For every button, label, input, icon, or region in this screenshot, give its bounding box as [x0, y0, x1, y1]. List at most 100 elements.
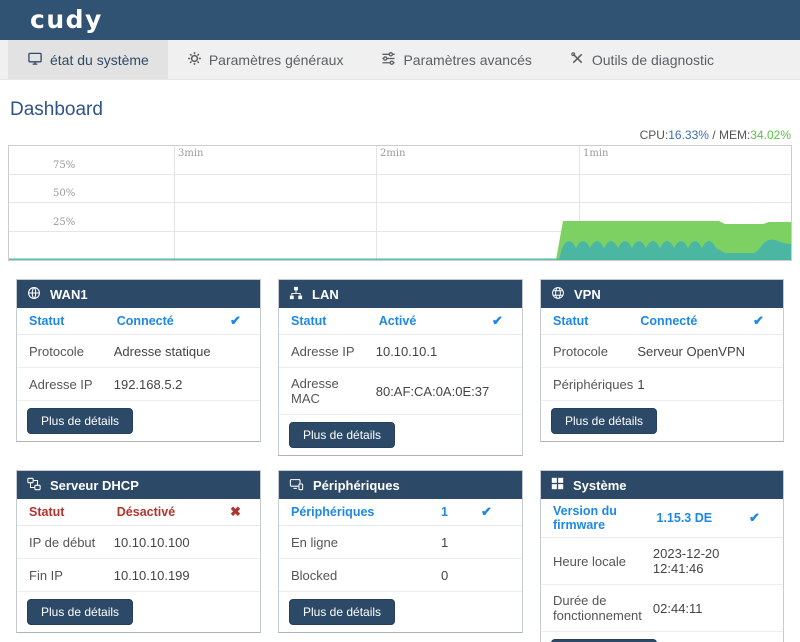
tab-label: état du système	[50, 51, 149, 68]
y-tick-50: 50%	[53, 188, 76, 199]
card-footer: Plus de détails	[279, 592, 522, 632]
gridline-3min	[174, 146, 175, 260]
gridline-2min	[376, 146, 377, 260]
table-row: Protocole Serveur OpenVPN	[541, 335, 783, 368]
check-icon: ✔	[492, 313, 503, 328]
card-devices-header: Périphériques	[279, 471, 522, 499]
status-value: Désactivé	[116, 505, 176, 519]
tab-system-status[interactable]: état du système	[8, 40, 168, 79]
card-title: Périphériques	[313, 477, 400, 493]
card-footer: Plus de détails	[279, 415, 522, 455]
system-details-button[interactable]: Plus de détails	[551, 639, 658, 642]
table-row: Fin IP 10.10.10.199	[17, 559, 260, 592]
vpn-details-button[interactable]: Plus de détails	[551, 408, 658, 434]
card-dhcp-header: Serveur DHCP	[17, 471, 260, 499]
sliders-gear-icon	[381, 51, 396, 69]
status-row: Statut Désactivé ✖	[17, 499, 260, 526]
dhcp-details-button[interactable]: Plus de détails	[27, 599, 134, 625]
globe-icon	[27, 286, 41, 303]
status-value: Connecté	[116, 314, 174, 328]
tab-label: Outils de diagnostic	[591, 51, 715, 68]
table-row: Adresse IP 10.10.10.1	[279, 335, 522, 368]
check-icon: ✔	[749, 510, 760, 525]
usage-area-series	[9, 221, 791, 260]
grid-icon	[551, 477, 564, 493]
x-tick-2min: 2min	[380, 148, 406, 159]
cpu-mem-usage-chart: 75% 50% 25% 3min 2min 1min	[8, 145, 792, 261]
status-row: Périphériques 1 ✔	[279, 499, 522, 526]
x-tick-1min: 1min	[583, 148, 609, 159]
tab-general-settings[interactable]: Paramètres généraux	[168, 40, 363, 79]
table-row: Adresse MAC 80:AF:CA:0A:0E:37	[279, 368, 522, 415]
status-label: Statut	[291, 314, 327, 328]
wan1-details-button[interactable]: Plus de détails	[27, 408, 134, 434]
cpu-mem-stats: CPU:16.33% / MEM:34.02%	[9, 128, 791, 142]
card-title: Système	[573, 477, 627, 493]
table-row: Protocole Adresse statique	[17, 335, 260, 368]
card-title: LAN	[312, 286, 339, 302]
status-value: 1	[441, 505, 448, 519]
mem-value: 34.02%	[750, 128, 791, 142]
table-row: Périphériques 1	[541, 368, 783, 401]
tab-label: Paramètres avancés	[403, 51, 532, 68]
table-row: En ligne 1	[279, 526, 522, 559]
table-row: IP de début 10.10.10.100	[17, 526, 260, 559]
gridline-50	[9, 202, 791, 203]
gridline-25	[9, 231, 791, 232]
status-row: Statut Connecté ✔	[541, 308, 783, 335]
card-footer: Plus de détails	[17, 592, 260, 632]
tab-label: Paramètres généraux	[208, 51, 344, 68]
status-label: Version du firmware	[553, 504, 617, 532]
status-label: Périphériques	[291, 505, 375, 519]
devices-details-button[interactable]: Plus de détails	[289, 599, 396, 625]
status-row: Version du firmware 1.15.3 DE ✔	[541, 499, 783, 538]
dhcp-network-icon	[27, 477, 41, 494]
card-footer: Plus de détails	[541, 632, 783, 642]
status-cards-grid: WAN1 Statut Connecté ✔ Protocole Adresse…	[16, 279, 784, 642]
card-footer: Plus de détails	[541, 401, 783, 441]
monitor-icon	[27, 51, 43, 69]
stats-separator: /	[708, 128, 719, 142]
card-system: Système Version du firmware 1.15.3 DE ✔ …	[540, 470, 784, 642]
cpu-value: 16.33%	[668, 128, 709, 142]
table-row: Heure locale 2023-12-20 12:41:46	[541, 538, 783, 585]
card-vpn: VPN Statut Connecté ✔ Protocole Serveur …	[540, 279, 784, 442]
devices-icon	[289, 477, 304, 494]
check-icon: ✔	[481, 504, 492, 519]
y-tick-25: 25%	[53, 217, 76, 228]
tab-advanced-settings[interactable]: Paramètres avancés	[362, 40, 550, 79]
app-header: cudy	[0, 0, 800, 40]
card-lan: LAN Statut Activé ✔ Adresse IP 10.10.10.…	[278, 279, 523, 456]
gridline-1min	[579, 146, 580, 260]
mem-label: MEM:	[718, 128, 751, 142]
lan-details-button[interactable]: Plus de détails	[289, 422, 396, 448]
y-tick-75: 75%	[53, 160, 76, 171]
card-title: VPN	[574, 286, 601, 302]
card-dhcp-server: Serveur DHCP Statut Désactivé ✖ IP de dé…	[16, 470, 261, 633]
page-title: Dashboard	[10, 99, 103, 120]
status-label: Statut	[29, 314, 65, 328]
status-row: Statut Connecté ✔	[17, 308, 260, 335]
cross-icon: ✖	[230, 504, 241, 519]
tools-icon	[570, 51, 585, 69]
status-label: Statut	[29, 505, 65, 519]
status-value: Connecté	[640, 314, 698, 328]
check-icon: ✔	[753, 313, 764, 328]
table-row: Blocked 0	[279, 559, 522, 592]
status-value: Activé	[378, 314, 417, 328]
card-wan1: WAN1 Statut Connecté ✔ Protocole Adresse…	[16, 279, 261, 442]
card-vpn-header: VPN	[541, 280, 783, 308]
table-row: Adresse IP 192.168.5.2	[17, 368, 260, 401]
table-row: Durée de fonctionnement 02:44:11	[541, 585, 783, 632]
cudy-logo: cudy	[30, 4, 103, 34]
card-footer: Plus de détails	[17, 401, 260, 441]
tab-diagnostic-tools[interactable]: Outils de diagnostic	[551, 40, 733, 79]
card-devices: Périphériques Périphériques 1 ✔ En ligne…	[278, 470, 523, 633]
status-row: Statut Activé ✔	[279, 308, 522, 335]
card-title: WAN1	[50, 286, 88, 302]
globe-wireframe-icon	[551, 286, 565, 303]
gear-icon	[187, 51, 202, 69]
check-icon: ✔	[230, 313, 241, 328]
gridline-75	[9, 174, 791, 175]
card-lan-header: LAN	[279, 280, 522, 308]
